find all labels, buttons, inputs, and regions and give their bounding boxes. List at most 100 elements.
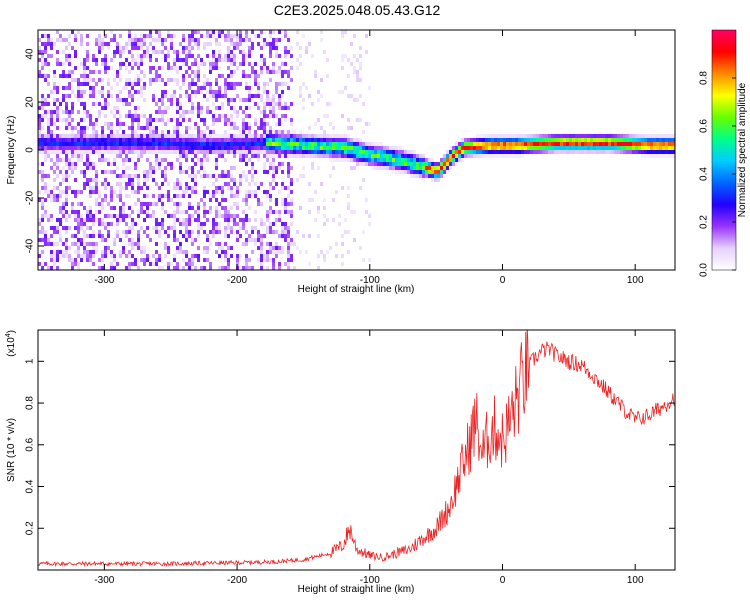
heatmap-cell xyxy=(245,126,248,130)
heatmap-cell xyxy=(65,250,68,254)
heatmap-cell xyxy=(341,234,344,238)
heatmap-cell xyxy=(632,138,635,142)
heatmap-cell xyxy=(242,70,245,74)
heatmap-cell xyxy=(95,26,98,30)
heatmap-cell xyxy=(56,166,59,170)
heatmap-cell xyxy=(95,42,98,46)
heatmap-cell xyxy=(218,146,221,150)
heatmap-cell xyxy=(263,102,266,106)
heatmap-cell xyxy=(218,210,221,214)
heatmap-cell xyxy=(50,38,53,42)
heatmap-cell xyxy=(275,46,278,50)
heatmap-cell xyxy=(152,50,155,54)
heatmap-cell xyxy=(95,174,98,178)
heatmap-cell xyxy=(233,54,236,58)
heatmap-cell xyxy=(173,186,176,190)
heatmap-cell xyxy=(665,142,668,146)
heatmap-cell xyxy=(257,74,260,78)
heatmap-cell xyxy=(143,74,146,78)
heatmap-cell xyxy=(152,254,155,258)
heatmap-cell xyxy=(71,190,74,194)
heatmap-cell xyxy=(125,114,128,118)
heatmap-cell xyxy=(143,218,146,222)
heatmap-cell xyxy=(272,266,275,270)
spectrogram-x-label: Height of straight line (km) xyxy=(298,284,415,295)
heatmap-cell xyxy=(56,58,59,62)
heatmap-cell xyxy=(260,110,263,114)
heatmap-cell xyxy=(233,86,236,90)
heatmap-cell xyxy=(614,138,617,142)
heatmap-cell xyxy=(428,174,431,178)
heatmap-cell xyxy=(89,162,92,166)
heatmap-cell xyxy=(278,154,281,158)
heatmap-cell xyxy=(137,118,140,122)
heatmap-cell xyxy=(152,170,155,174)
heatmap-cell xyxy=(125,46,128,50)
heatmap-cell xyxy=(44,230,47,234)
heatmap-cell xyxy=(272,38,275,42)
heatmap-cell xyxy=(662,142,665,146)
heatmap-cell xyxy=(218,58,221,62)
heatmap-cell xyxy=(137,82,140,86)
heatmap-cell xyxy=(44,190,47,194)
heatmap-cell xyxy=(122,134,125,138)
heatmap-cell xyxy=(170,46,173,50)
heatmap-cell xyxy=(284,54,287,58)
heatmap-cell xyxy=(104,198,107,202)
heatmap-cell xyxy=(185,70,188,74)
heatmap-cell xyxy=(356,58,359,62)
heatmap-cell xyxy=(533,134,536,138)
heatmap-cell xyxy=(56,126,59,130)
heatmap-cell xyxy=(86,114,89,118)
heatmap-cell xyxy=(128,238,131,242)
heatmap-cell xyxy=(284,114,287,118)
heatmap-cell xyxy=(521,154,524,158)
heatmap-cell xyxy=(467,150,470,154)
heatmap-cell xyxy=(272,102,275,106)
heatmap-cell xyxy=(158,162,161,166)
colorbar-tick-label: 0.0 xyxy=(699,263,710,277)
heatmap-cell xyxy=(218,90,221,94)
heatmap-cell xyxy=(413,154,416,158)
heatmap-cell xyxy=(131,54,134,58)
heatmap-cell xyxy=(134,46,137,50)
heatmap-cell xyxy=(266,70,269,74)
heatmap-cell xyxy=(221,170,224,174)
heatmap-cell xyxy=(272,170,275,174)
heatmap-cell xyxy=(116,50,119,54)
heatmap-cell xyxy=(98,222,101,226)
heatmap-cell xyxy=(263,190,266,194)
heatmap-cell xyxy=(131,98,134,102)
heatmap-cell xyxy=(272,174,275,178)
heatmap-cell xyxy=(362,230,365,234)
heatmap-cell xyxy=(290,242,293,246)
heatmap-cell xyxy=(584,138,587,142)
heatmap-cell xyxy=(128,262,131,266)
heatmap-cell xyxy=(203,258,206,262)
heatmap-cell xyxy=(152,118,155,122)
heatmap-cell xyxy=(641,154,644,158)
heatmap-cell xyxy=(185,210,188,214)
heatmap-cell xyxy=(215,146,218,150)
heatmap-cell xyxy=(446,158,449,162)
heatmap-cell xyxy=(95,170,98,174)
heatmap-cell xyxy=(41,230,44,234)
heatmap-cell xyxy=(458,158,461,162)
heatmap-cell xyxy=(197,102,200,106)
heatmap-cell xyxy=(290,134,293,138)
heatmap-cell xyxy=(512,150,515,154)
heatmap-cell xyxy=(173,202,176,206)
heatmap-cell xyxy=(191,38,194,42)
heatmap-cell xyxy=(92,234,95,238)
heatmap-cell xyxy=(392,154,395,158)
heatmap-cell xyxy=(269,146,272,150)
heatmap-cell xyxy=(77,210,80,214)
heatmap-cell xyxy=(134,138,137,142)
heatmap-cell xyxy=(281,138,284,142)
heatmap-cell xyxy=(281,134,284,138)
heatmap-cell xyxy=(143,138,146,142)
heatmap-cell xyxy=(455,162,458,166)
heatmap-cell xyxy=(470,138,473,142)
heatmap-cell xyxy=(254,118,257,122)
heatmap-cell xyxy=(275,250,278,254)
